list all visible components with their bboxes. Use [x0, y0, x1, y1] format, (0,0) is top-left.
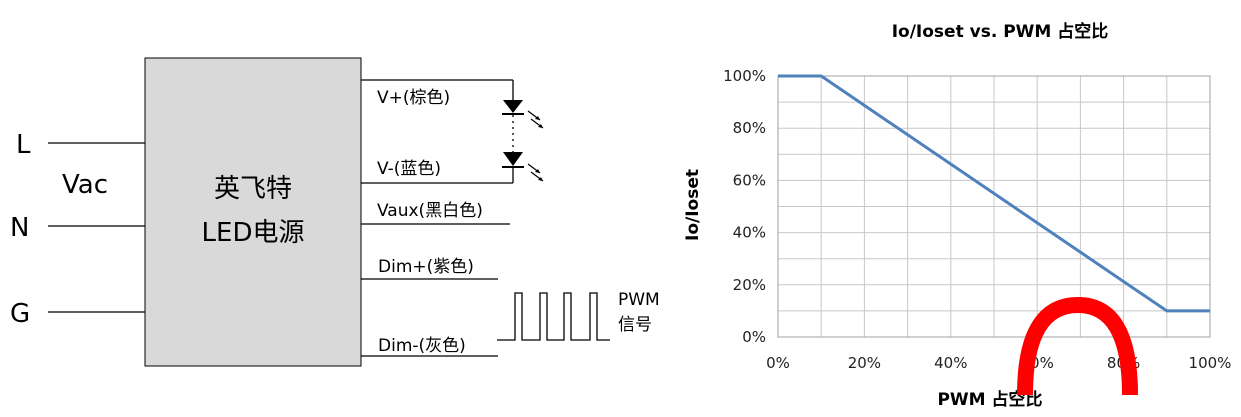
- y-tick-label: 0%: [742, 328, 766, 346]
- red-arc-decoration: [1017, 296, 1138, 396]
- label-dim-plus: Dim+(紫色): [378, 257, 474, 277]
- input-label-g: G: [10, 299, 30, 329]
- pwm-label-line1: PWM: [618, 290, 660, 310]
- led-icon: [502, 152, 544, 182]
- x-tick-label: 40%: [934, 354, 967, 372]
- label-v-minus: V-(蓝色): [377, 159, 441, 179]
- chart-grid: [777, 75, 1211, 338]
- input-label-n: N: [10, 213, 29, 243]
- y-tick-label: 20%: [733, 276, 766, 294]
- y-tick-label: 100%: [723, 67, 766, 85]
- chart-title: Io/Ioset vs. PWM 占空比: [892, 21, 1109, 42]
- y-axis-ticks: 0% 20% 40% 60% 80% 100%: [723, 67, 766, 346]
- x-tick-label: 0%: [766, 354, 790, 372]
- x-axis-ticks: 0% 20% 40% 60% 80% 100%: [766, 354, 1231, 372]
- power-supply-box: [144, 57, 362, 367]
- chart-series: [778, 74, 1210, 313]
- x-axis-label: PWM 占空比: [937, 389, 1042, 410]
- chart: Io/Ioset vs. PWM 占空比 0%20%40%60%80%100% …: [683, 21, 1231, 410]
- input-label-l: L: [16, 130, 31, 160]
- series-line: [778, 74, 1210, 313]
- box-label-line1: 英飞特: [214, 174, 292, 204]
- y-tick-label: 60%: [733, 171, 766, 189]
- box-label-line2: LED电源: [202, 218, 305, 248]
- y-tick-label: 40%: [733, 224, 766, 242]
- plot-border: [777, 75, 1211, 338]
- vac-label: Vac: [62, 170, 108, 200]
- pwm-waveform-icon: [497, 292, 610, 341]
- label-v-plus: V+(棕色): [377, 88, 450, 108]
- y-axis-label: Io/Ioset: [683, 169, 703, 241]
- label-dim-minus: Dim-(灰色): [378, 336, 466, 356]
- pwm-label-line2: 信号: [618, 315, 652, 335]
- label-vaux: Vaux(黑白色): [377, 201, 483, 221]
- wiring-diagram: L N G Vac 英飞特 LED电源 V+(棕色) V-(蓝色) Vaux(黑…: [10, 57, 660, 367]
- y-tick-label: 80%: [733, 119, 766, 137]
- led-icon: [502, 100, 544, 129]
- x-tick-label: 100%: [1189, 354, 1232, 372]
- x-tick-label: 20%: [848, 354, 881, 372]
